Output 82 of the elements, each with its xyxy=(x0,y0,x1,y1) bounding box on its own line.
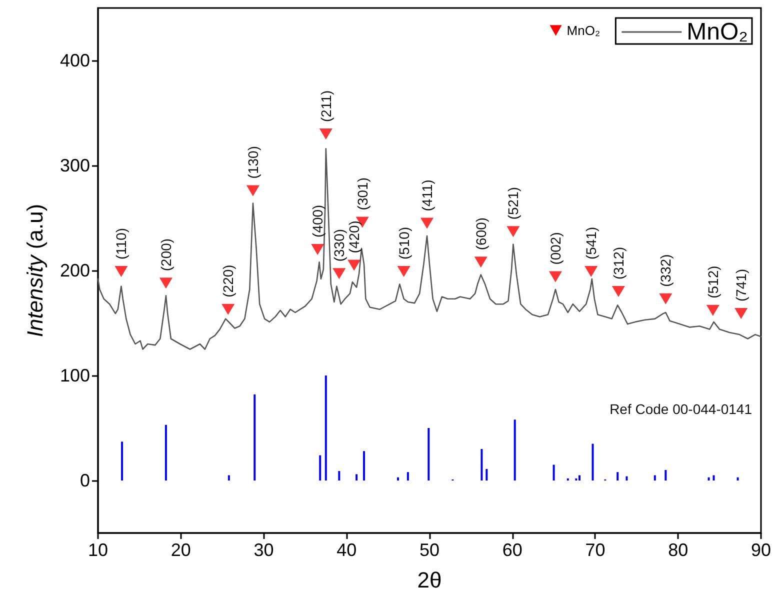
bar xyxy=(324,376,327,480)
point xyxy=(397,266,410,278)
bar xyxy=(708,477,710,480)
y-axis-title: Intensity (a.u) xyxy=(22,204,48,338)
point xyxy=(311,244,324,255)
legend-label: MnO₂ xyxy=(566,23,600,38)
bar xyxy=(616,472,619,480)
bar xyxy=(736,477,739,480)
y-tick-label: 200 xyxy=(60,260,90,280)
point xyxy=(706,304,720,316)
point xyxy=(332,268,346,280)
point xyxy=(159,278,172,289)
bar xyxy=(356,474,358,480)
point xyxy=(222,304,235,315)
bar xyxy=(664,470,667,480)
y-tick-label: 0 xyxy=(80,470,90,490)
y-tick-label: 400 xyxy=(60,50,90,70)
y-tick-label: 100 xyxy=(60,366,90,386)
annotation: (411) xyxy=(419,180,436,212)
bar xyxy=(654,475,656,480)
annotation: (200) xyxy=(158,238,174,272)
annotation: (330) xyxy=(331,228,348,262)
point xyxy=(114,266,128,278)
annotation: (220) xyxy=(220,264,236,298)
point xyxy=(474,256,488,268)
bar xyxy=(480,449,483,480)
bar xyxy=(164,424,167,480)
annotation: (301) xyxy=(354,178,370,210)
bar xyxy=(363,451,366,480)
point xyxy=(612,286,625,297)
x-tick-label: 10 xyxy=(88,540,108,560)
annotation: (510) xyxy=(396,226,412,260)
y-tick-label: 300 xyxy=(60,156,90,176)
bar xyxy=(592,444,594,480)
x-tick-label: 50 xyxy=(419,540,440,560)
annotation: (400) xyxy=(310,204,326,238)
bar xyxy=(428,428,430,480)
point xyxy=(659,293,672,304)
point xyxy=(348,260,361,271)
point xyxy=(420,218,434,229)
point xyxy=(319,128,332,140)
x-tick-label: 90 xyxy=(750,540,772,560)
legend-label: MnO₂ xyxy=(686,18,748,46)
x-tick-label: 60 xyxy=(502,540,522,560)
bar xyxy=(121,442,124,480)
bar xyxy=(338,471,340,480)
annotation: (332) xyxy=(658,254,674,287)
bar xyxy=(397,477,400,480)
bar xyxy=(254,394,256,480)
annotation: (002) xyxy=(547,232,564,265)
annotation: (541) xyxy=(583,226,600,260)
bar xyxy=(406,472,409,480)
annotation: (312) xyxy=(610,246,626,280)
annotation: (110) xyxy=(113,228,130,260)
annotation: Ref Code 00-044-0141 xyxy=(610,401,752,417)
line-series xyxy=(97,148,762,350)
point xyxy=(584,266,598,278)
bar xyxy=(514,420,516,480)
bar xyxy=(552,464,555,480)
x-axis-title: 2θ xyxy=(417,568,442,592)
point xyxy=(246,185,260,196)
x-tick-label: 80 xyxy=(668,540,688,560)
bar xyxy=(626,476,628,480)
bar xyxy=(486,468,488,480)
point xyxy=(734,308,748,320)
x-tick-label: 70 xyxy=(585,540,606,560)
annotation: (130) xyxy=(244,146,261,179)
x-tick-label: 40 xyxy=(336,540,357,560)
annotation: (211) xyxy=(318,90,334,122)
annotation: (512) xyxy=(704,266,721,298)
x-tick-label: 30 xyxy=(254,540,274,560)
bar xyxy=(578,475,580,480)
point xyxy=(506,226,520,238)
annotation: (741) xyxy=(733,268,750,302)
bar xyxy=(712,475,715,480)
annotation: (420) xyxy=(346,220,362,254)
bar xyxy=(319,455,322,480)
annotation: (521) xyxy=(505,186,522,220)
x-tick-label: 20 xyxy=(170,540,191,560)
annotation: (600) xyxy=(472,217,489,250)
point xyxy=(548,271,562,282)
bar xyxy=(228,475,230,480)
